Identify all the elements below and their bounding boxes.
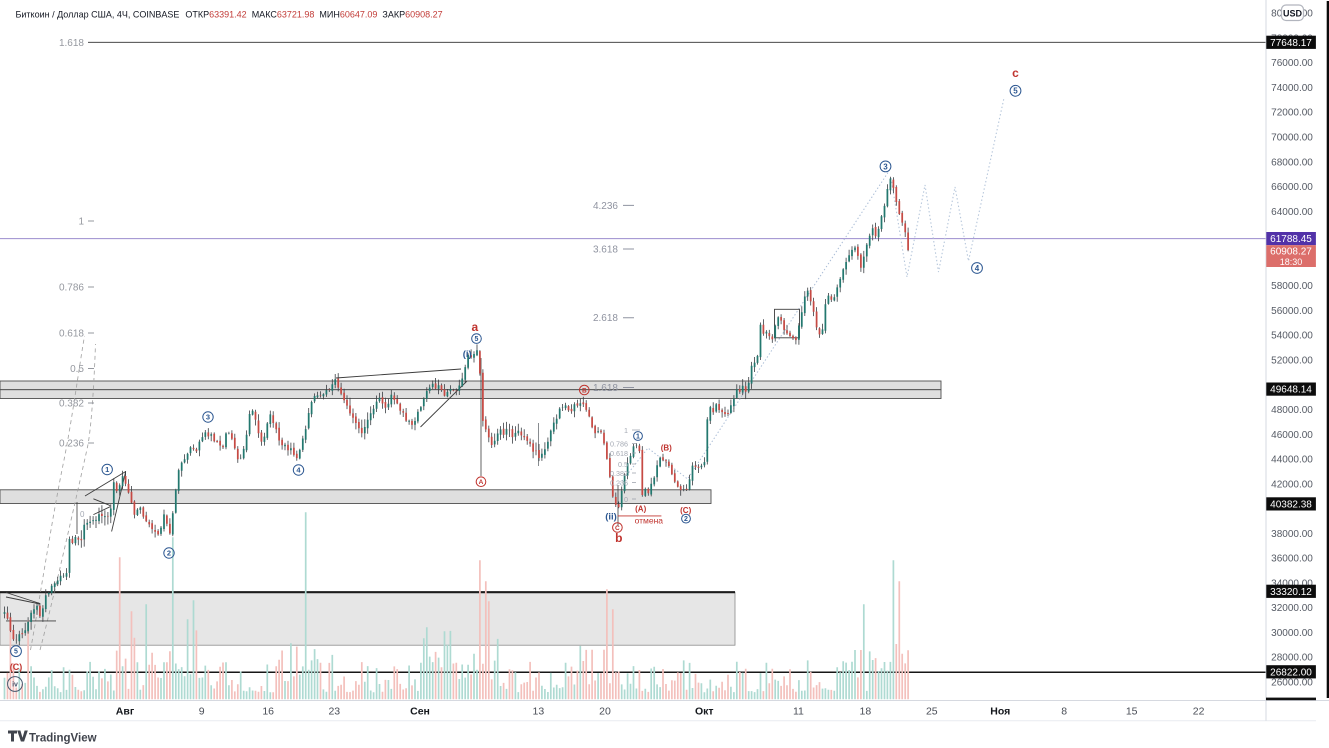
svg-text:13: 13 [533, 706, 545, 718]
svg-text:5: 5 [475, 336, 479, 343]
svg-text:77648.17: 77648.17 [1270, 38, 1312, 49]
svg-text:32000.00: 32000.00 [1271, 603, 1313, 614]
svg-text:5: 5 [1013, 87, 1018, 96]
svg-text:28000.00: 28000.00 [1271, 653, 1313, 664]
svg-text:отмена: отмена [635, 516, 664, 526]
svg-text:(C): (C) [10, 662, 23, 672]
svg-text:Авг: Авг [116, 706, 135, 718]
svg-text:64000.00: 64000.00 [1271, 207, 1313, 218]
svg-text:36000.00: 36000.00 [1271, 554, 1313, 565]
svg-text:60908.27: 60908.27 [1270, 247, 1312, 258]
svg-text:4: 4 [296, 466, 301, 475]
svg-text:Сен: Сен [410, 706, 430, 718]
svg-text:(ii): (ii) [605, 512, 617, 523]
svg-text:Окт: Окт [695, 706, 714, 718]
svg-text:C: C [615, 525, 620, 532]
svg-text:49648.14: 49648.14 [1270, 385, 1312, 396]
svg-text:1: 1 [105, 465, 109, 474]
svg-text:42000.00: 42000.00 [1271, 479, 1313, 490]
svg-text:30000.00: 30000.00 [1271, 628, 1313, 639]
svg-text:18:30: 18:30 [1280, 257, 1303, 267]
svg-text:48000.00: 48000.00 [1271, 405, 1313, 416]
svg-text:0.236: 0.236 [59, 439, 84, 450]
svg-text:B: B [582, 387, 587, 394]
svg-text:25: 25 [926, 706, 938, 718]
svg-text:1: 1 [624, 426, 628, 435]
svg-text:40382.38: 40382.38 [1270, 500, 1312, 511]
svg-text:5: 5 [14, 649, 18, 656]
svg-text:0.5: 0.5 [70, 364, 84, 375]
svg-text:USD: USD [1283, 9, 1303, 19]
svg-text:0.5: 0.5 [618, 460, 628, 469]
svg-text:16: 16 [262, 706, 274, 718]
svg-text:66000.00: 66000.00 [1271, 182, 1313, 193]
svg-text:11: 11 [793, 706, 804, 718]
svg-text:(B): (B) [661, 444, 672, 453]
svg-text:20: 20 [599, 706, 611, 718]
svg-text:0.786: 0.786 [610, 440, 628, 449]
svg-text:76000.00: 76000.00 [1271, 58, 1313, 69]
svg-text:46000.00: 46000.00 [1271, 430, 1313, 441]
svg-text:c: c [1012, 66, 1019, 80]
svg-text:26000.00: 26000.00 [1271, 678, 1313, 689]
svg-text:Биткоин / Доллар США, 4Ч, COIN: Биткоин / Доллар США, 4Ч, COINBASE ОТКР63… [16, 9, 443, 19]
svg-text:A: A [479, 479, 484, 486]
svg-text:1: 1 [78, 217, 84, 228]
svg-text:b: b [615, 531, 622, 545]
svg-text:8: 8 [1061, 706, 1067, 718]
svg-text:18: 18 [860, 706, 872, 718]
svg-text:33320.12: 33320.12 [1270, 587, 1312, 598]
svg-text:54000.00: 54000.00 [1271, 331, 1313, 342]
svg-text:74000.00: 74000.00 [1271, 83, 1313, 94]
svg-text:61788.45: 61788.45 [1270, 234, 1312, 245]
svg-text:72000.00: 72000.00 [1271, 108, 1313, 119]
svg-text:1.618: 1.618 [59, 38, 84, 49]
svg-text:4: 4 [975, 264, 980, 273]
svg-text:1: 1 [636, 434, 640, 441]
svg-text:2.618: 2.618 [593, 313, 618, 324]
svg-text:(A): (A) [635, 505, 646, 514]
svg-text:44000.00: 44000.00 [1271, 455, 1313, 466]
svg-text:70000.00: 70000.00 [1271, 133, 1313, 144]
svg-text:9: 9 [199, 706, 205, 718]
svg-text:0.618: 0.618 [59, 329, 84, 340]
svg-text:0.236: 0.236 [610, 479, 628, 488]
svg-text:0.618: 0.618 [610, 449, 628, 458]
svg-text:iv: iv [12, 682, 18, 689]
svg-text:22: 22 [1193, 706, 1205, 718]
svg-text:0: 0 [80, 510, 85, 519]
svg-text:3: 3 [883, 162, 888, 171]
svg-text:26822.00: 26822.00 [1270, 667, 1312, 678]
svg-text:Ноя: Ноя [990, 706, 1010, 718]
svg-text:23: 23 [328, 706, 340, 718]
svg-text:1.618: 1.618 [593, 383, 618, 394]
svg-text:3: 3 [206, 413, 210, 422]
svg-text:3.618: 3.618 [593, 245, 618, 256]
svg-text:34000.00: 34000.00 [1271, 578, 1313, 589]
svg-text:2: 2 [684, 516, 688, 523]
svg-text:2: 2 [167, 549, 171, 558]
svg-text:58000.00: 58000.00 [1271, 281, 1313, 292]
svg-text:15: 15 [1126, 706, 1138, 718]
svg-text:0.382: 0.382 [59, 399, 84, 410]
svg-text:(C): (C) [680, 506, 691, 515]
svg-text:0.786: 0.786 [59, 283, 84, 294]
svg-text:0.382: 0.382 [610, 469, 628, 478]
svg-text:a: a [471, 320, 478, 334]
svg-text:38000.00: 38000.00 [1271, 529, 1313, 540]
svg-text:68000.00: 68000.00 [1271, 157, 1313, 168]
svg-text:(i): (i) [463, 349, 472, 360]
svg-text:56000.00: 56000.00 [1271, 306, 1313, 317]
svg-text:52000.00: 52000.00 [1271, 356, 1313, 367]
svg-text:TradingView: TradingView [29, 733, 97, 745]
svg-text:0: 0 [624, 495, 628, 504]
svg-text:4.236: 4.236 [593, 201, 618, 212]
